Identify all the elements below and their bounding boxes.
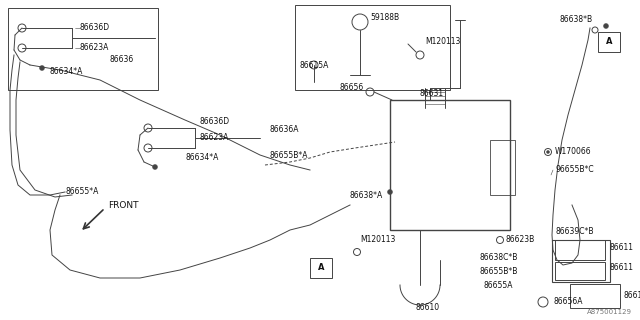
Text: 86636D: 86636D xyxy=(200,117,230,126)
Text: 86611: 86611 xyxy=(610,263,634,273)
Circle shape xyxy=(604,23,609,28)
Circle shape xyxy=(547,150,550,154)
Text: 86656A: 86656A xyxy=(553,298,582,307)
Text: A: A xyxy=(317,263,324,273)
Text: 59188B: 59188B xyxy=(370,13,399,22)
Text: 86638C*B: 86638C*B xyxy=(480,253,518,262)
Text: 86655A: 86655A xyxy=(483,281,513,290)
Circle shape xyxy=(152,164,157,170)
Text: 86631: 86631 xyxy=(420,90,444,99)
Text: A: A xyxy=(605,37,612,46)
Text: 86623A: 86623A xyxy=(200,133,229,142)
Text: M120113: M120113 xyxy=(425,37,460,46)
Circle shape xyxy=(40,66,45,70)
Text: W170066: W170066 xyxy=(555,148,591,156)
Text: 86636D: 86636D xyxy=(80,23,110,33)
Text: 86636: 86636 xyxy=(110,55,134,65)
Text: 86610: 86610 xyxy=(415,303,439,313)
Circle shape xyxy=(387,189,392,195)
Text: 86634*A: 86634*A xyxy=(50,68,83,76)
Text: 86655B*A: 86655B*A xyxy=(270,150,308,159)
Text: 86655B*B: 86655B*B xyxy=(480,268,518,276)
Text: A875001129: A875001129 xyxy=(587,309,632,315)
Text: 96655B*C: 96655B*C xyxy=(555,165,594,174)
Text: 86655*A: 86655*A xyxy=(65,188,99,196)
Text: 86638*B: 86638*B xyxy=(560,15,593,25)
Text: 86623B: 86623B xyxy=(505,236,534,244)
Text: 86616A: 86616A xyxy=(623,291,640,300)
Text: 86611: 86611 xyxy=(610,244,634,252)
Text: 86636A: 86636A xyxy=(270,125,300,134)
Text: 86639C*B: 86639C*B xyxy=(555,228,593,236)
Text: 86623A: 86623A xyxy=(80,44,109,52)
Text: 86638*A: 86638*A xyxy=(350,190,383,199)
Text: 86634*A: 86634*A xyxy=(185,153,218,162)
Text: 86615A: 86615A xyxy=(300,60,330,69)
Text: FRONT: FRONT xyxy=(108,201,138,210)
Text: 86656: 86656 xyxy=(340,84,364,92)
Text: M120113: M120113 xyxy=(360,236,396,244)
